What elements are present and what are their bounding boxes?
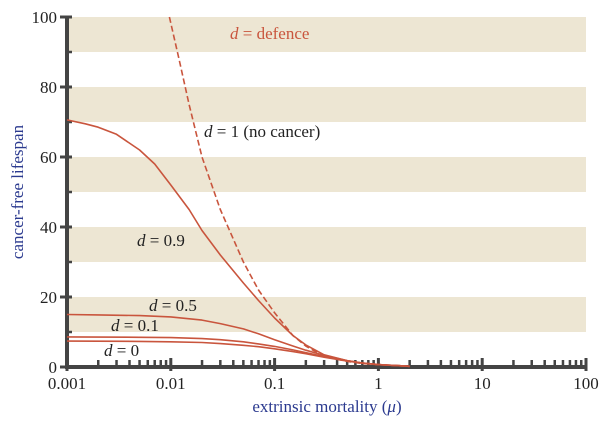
curve-label-d09: d = 0.9: [137, 231, 185, 250]
y-tick-label: 60: [40, 148, 57, 167]
x-tick-label: 0.1: [264, 374, 285, 393]
x-tick-label: 0.001: [48, 374, 86, 393]
curves: [66, 16, 410, 368]
y-tick-label: 100: [32, 8, 58, 27]
y-tick-label: 20: [40, 288, 57, 307]
curve-label-d0: d = 0: [104, 341, 139, 360]
background-band: [67, 87, 586, 122]
curve-labels: d = defence d = 1 (no cancer) d = 0.9 d = 0…: [104, 24, 320, 360]
tick-labels: 0 20 40 60 80 100 0.001 0.01 0.1 1 10 100: [32, 8, 599, 393]
background-bands: [67, 17, 586, 332]
background-band: [67, 297, 586, 332]
y-tick-label: 0: [49, 358, 58, 377]
background-band: [67, 157, 586, 192]
background-band: [67, 17, 586, 52]
x-tick-label: 0.01: [156, 374, 186, 393]
curve-label-d1: d = 1 (no cancer): [204, 122, 320, 141]
curve-label-defence: d = defence: [230, 24, 309, 43]
curve-label-d05: d = 0.5: [149, 296, 197, 315]
y-tick-label: 80: [40, 78, 57, 97]
y-tick-label: 40: [40, 218, 57, 237]
series-line: [66, 340, 410, 368]
axes: [60, 15, 588, 371]
y-axis-title: cancer-free lifespan: [8, 124, 27, 259]
curve-label-d01: d = 0.1: [111, 316, 159, 335]
x-tick-label: 10: [474, 374, 491, 393]
x-tick-label: 1: [374, 374, 383, 393]
x-tick-label: 100: [573, 374, 599, 393]
x-axis-title: extrinsic mortality (μ): [252, 397, 401, 416]
background-band: [67, 227, 586, 262]
